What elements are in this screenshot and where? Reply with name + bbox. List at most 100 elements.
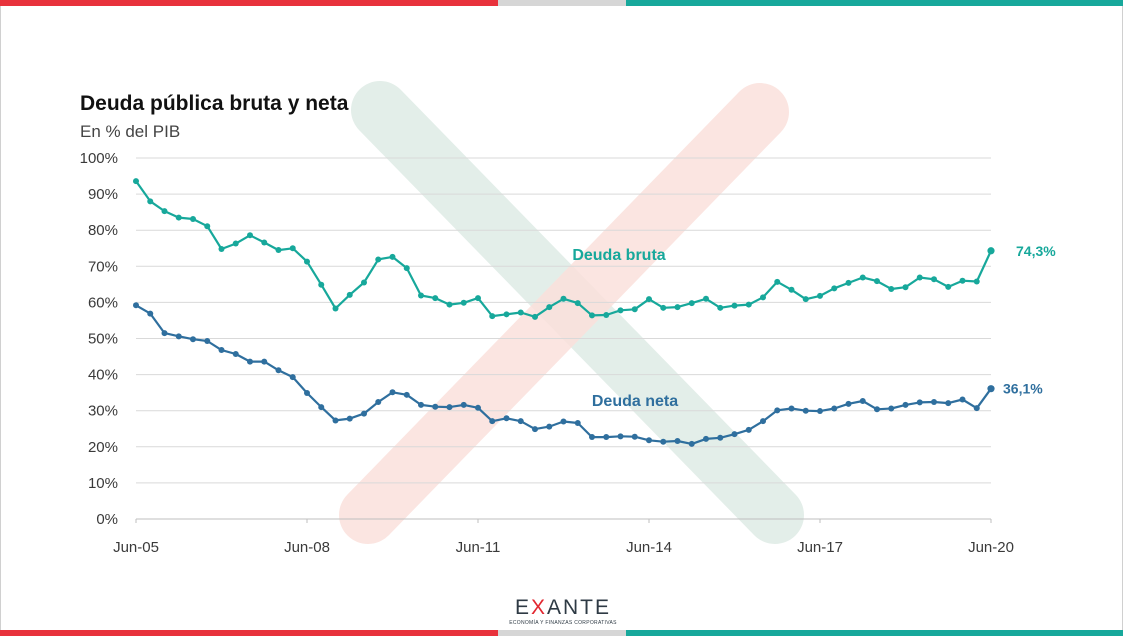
gridlines (136, 157, 991, 520)
deuda-neta-point (161, 330, 168, 337)
deuda-bruta-point (703, 295, 709, 302)
deuda-bruta-point (717, 304, 724, 311)
deuda-bruta-point (802, 296, 809, 303)
chart-title: Deuda pública bruta y neta (80, 92, 349, 115)
deuda-neta-point (945, 400, 952, 407)
deuda-neta-point (361, 410, 367, 417)
deuda-bruta-point (859, 274, 866, 281)
deuda-bruta-point (475, 295, 481, 302)
end-label-deuda-bruta: 74,3% (1016, 243, 1056, 259)
deuda-neta-point (318, 404, 325, 411)
deuda-bruta-point (418, 292, 424, 299)
deuda-neta-point (574, 419, 581, 426)
deuda-neta-point (232, 351, 239, 358)
x-tick-label: Jun-20 (968, 539, 1014, 556)
series-layer (133, 178, 995, 447)
deuda-bruta-point (161, 208, 168, 215)
exante-logo: EXANTE ECONOMÍA Y FINANZAS CORPORATIVAS (500, 596, 626, 627)
y-tick-label: 60% (88, 294, 118, 311)
deuda-bruta-point (973, 278, 980, 285)
deuda-bruta-point (304, 258, 310, 265)
deuda-bruta-point (959, 277, 966, 284)
x-tick-label: Jun-17 (797, 539, 843, 556)
deuda-neta-point (717, 434, 724, 441)
deuda-neta-point (532, 426, 538, 433)
deuda-bruta-point (318, 281, 325, 288)
deuda-bruta-point (147, 198, 154, 205)
deuda-neta-point (916, 399, 923, 406)
deuda-neta-point (475, 404, 481, 411)
deuda-neta-point (831, 405, 838, 412)
deuda-bruta-point (646, 296, 652, 303)
deuda-bruta-point (774, 278, 781, 285)
chart-subtitle: En % del PIB (80, 122, 181, 141)
deuda-neta-point (817, 408, 823, 415)
series-label-deuda-bruta: Deuda bruta (572, 247, 665, 264)
deuda-neta-point (874, 406, 880, 413)
exante-x-watermark (339, 81, 804, 544)
deuda-neta-point (489, 418, 496, 425)
deuda-neta-point (346, 415, 353, 422)
series-label-deuda-neta: Deuda neta (592, 393, 678, 410)
deuda-neta-point (931, 399, 937, 406)
deuda-bruta-point (745, 301, 752, 308)
deuda-neta-point (660, 438, 667, 445)
deuda-neta-point (631, 433, 638, 440)
deuda-neta-point (617, 433, 624, 440)
deuda-neta-point (403, 391, 410, 398)
y-tick-label: 100% (80, 150, 118, 167)
deuda-neta-point (859, 397, 866, 404)
deuda-bruta-point (731, 302, 738, 309)
deuda-bruta-point (574, 300, 581, 307)
deuda-bruta-point (503, 311, 510, 318)
x-tick-label: Jun-11 (456, 539, 501, 556)
x-tick-label: Jun-08 (284, 539, 330, 556)
logo-letters-ante: ANTE (547, 596, 612, 619)
end-label-deuda-neta: 36,1% (1003, 381, 1043, 397)
deuda-neta-point (375, 399, 382, 406)
deuda-neta-point (446, 404, 453, 411)
y-tick-label: 20% (88, 439, 118, 456)
deuda-neta-point (204, 338, 211, 345)
deuda-neta-point (888, 405, 895, 412)
deuda-bruta-point (831, 285, 838, 292)
deuda-neta-point (389, 389, 396, 396)
deuda-bruta-point (133, 178, 139, 185)
deuda-neta-point (247, 358, 253, 365)
deuda-bruta-point (817, 292, 823, 299)
logo-letter-x: X (530, 596, 547, 619)
deuda-bruta-point (688, 300, 695, 307)
deuda-bruta-point (546, 304, 553, 311)
logo-tagline: ECONOMÍA Y FINANZAS CORPORATIVAS (509, 620, 617, 626)
deuda-bruta-point (375, 256, 382, 263)
deuda-neta-point (418, 401, 424, 408)
y-tick-label: 90% (88, 186, 118, 203)
deuda-bruta-point (232, 240, 239, 247)
deuda-neta-point (218, 347, 225, 354)
deuda-bruta-point (845, 279, 852, 286)
deuda-neta-point (261, 358, 268, 365)
deuda-neta-point (987, 385, 995, 393)
deuda-neta-point (503, 415, 510, 422)
deuda-neta-point (703, 435, 709, 442)
deuda-bruta-point (275, 247, 282, 254)
logo-letter-e: E (514, 596, 531, 619)
top-color-band (0, 0, 1123, 6)
deuda-neta-point (973, 405, 980, 412)
deuda-neta-point (646, 437, 652, 444)
top-band-teal-segment (626, 0, 1123, 6)
bottom-band-teal-segment (626, 630, 1123, 636)
deuda-bruta-point (261, 239, 268, 246)
deuda-bruta-point (204, 223, 211, 230)
deuda-bruta-point (361, 279, 367, 286)
deuda-neta-point (745, 426, 752, 433)
series-labels: Deuda bruta Deuda neta 74,3% 36,1% (572, 243, 1056, 410)
deuda-neta-point (674, 438, 681, 445)
deuda-neta-point (190, 336, 196, 343)
y-axis: 0% 10% 20% 30% 40% 50% 60% 70% 80% 90% 100% (80, 150, 118, 528)
deuda-neta-point (589, 434, 595, 441)
y-tick-label: 40% (88, 367, 118, 384)
deuda-neta-point (788, 405, 795, 412)
watermark-stroke-red (339, 83, 789, 544)
